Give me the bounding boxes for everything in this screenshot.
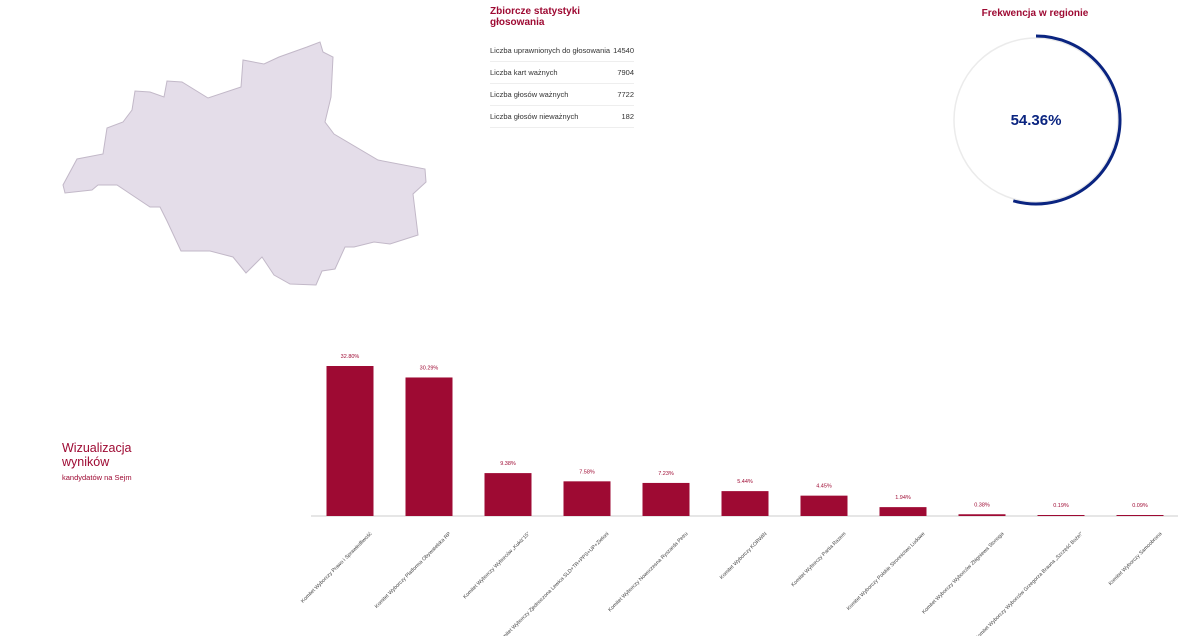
bar-value-label: 7.58% <box>579 469 595 475</box>
summary-stats-table: Liczba uprawnionych do głosowania 14540 … <box>490 40 634 128</box>
table-row: Liczba uprawnionych do głosowania 14540 <box>490 40 634 62</box>
bar <box>563 481 611 516</box>
stat-label: Liczba uprawnionych do głosowania <box>490 40 613 62</box>
category-tick-label: Komitet Wyborczy KORWiN <box>719 531 769 581</box>
category-tick-label: Komitet Wyborczy Wyborców Zbigniewa Ston… <box>921 531 1005 615</box>
table-row: Liczba głosów nieważnych 182 <box>490 105 634 128</box>
bar <box>405 377 453 516</box>
bar-value-label: 5.44% <box>737 479 753 485</box>
bar-value-label: 7.23% <box>658 471 674 477</box>
bar-value-label: 0.19% <box>1053 503 1069 509</box>
category-tick-label: Komitet Wyborczy Samoobrona <box>1108 531 1164 587</box>
visualization-title: Wizualizacja wyników <box>62 441 132 469</box>
bar-value-label: 9.38% <box>500 461 516 467</box>
category-tick-label: Komitet Wyborczy Polskie Stronnictwo Lud… <box>846 531 927 612</box>
category-tick-label: Komitet Wyborczy Prawo i Sprawiedliwość <box>300 531 374 605</box>
category-tick-label: Komitet Wyborczy Partia Razem <box>790 531 847 588</box>
table-row: Liczba głosów ważnych 7722 <box>490 83 634 106</box>
bar <box>326 366 374 516</box>
category-tick-label: Komitet Wyborczy Platforma Obywatelska R… <box>374 531 453 610</box>
bar <box>958 514 1006 516</box>
turnout-gauge <box>953 34 1122 206</box>
stat-label: Liczba głosów nieważnych <box>490 105 613 128</box>
bar <box>800 495 848 516</box>
bar <box>1116 515 1164 516</box>
table-row: Liczba kart ważnych 7904 <box>490 61 634 84</box>
bar <box>642 482 690 516</box>
visualization-subtitle: kandydatów na Sejm <box>62 473 132 482</box>
bar <box>721 491 769 516</box>
bar-value-label: 1.94% <box>895 495 911 501</box>
category-tick-label: Koalicyjny Komitet Wyborczy Zjednoczona … <box>480 531 611 636</box>
stat-value: 14540 <box>612 40 634 62</box>
summary-stats-title: Zbiorcze statystyki głosowania <box>490 6 581 28</box>
stat-value: 7904 <box>612 61 634 84</box>
stat-value: 7722 <box>612 83 634 106</box>
bar <box>484 473 532 516</box>
bar-value-label: 4.45% <box>816 484 832 490</box>
stat-label: Liczba głosów ważnych <box>490 83 613 106</box>
turnout-title: Frekwencja w regionie <box>981 8 1089 19</box>
bar-value-label: 0.38% <box>974 502 990 508</box>
bar-value-label: 30.29% <box>420 365 439 371</box>
category-tick-label: Komitet Wyborczy Wyborców „Kukiz'15” <box>462 531 531 600</box>
bar-value-label: 0.09% <box>1132 503 1148 509</box>
gauge-track <box>953 37 1119 203</box>
turnout-value: 54.36% <box>1010 112 1062 129</box>
stat-label: Liczba kart ważnych <box>490 61 613 84</box>
category-tick-label: Komitet Wyborczy Nowoczesna Ryszarda Pet… <box>607 531 689 613</box>
stat-value: 182 <box>612 105 634 128</box>
bar <box>879 507 927 516</box>
summary-stats-panel: Zbiorcze statystyki głosowania Liczba up… <box>490 6 634 128</box>
region-shape <box>62 41 427 286</box>
bar-value-label: 32.80% <box>341 354 360 360</box>
gauge-arc <box>1012 34 1122 206</box>
region-map <box>62 41 427 286</box>
bar <box>1037 515 1085 516</box>
